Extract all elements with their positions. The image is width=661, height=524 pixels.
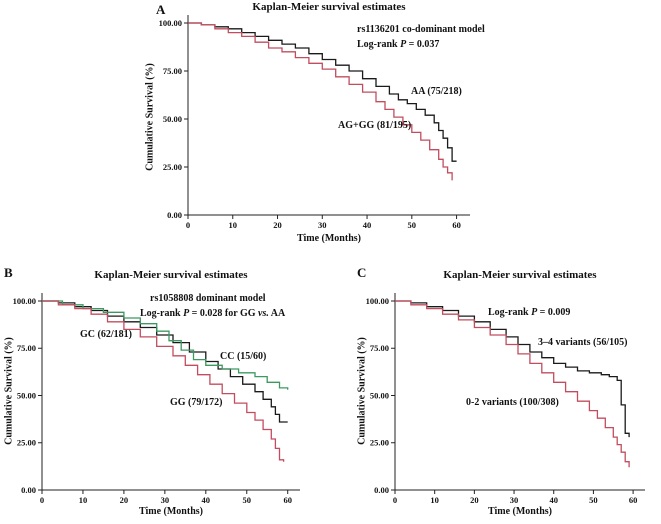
panel-b-letter: B [4, 265, 13, 280]
svg-text:30: 30 [318, 220, 327, 230]
svg-text:100.00: 100.00 [159, 18, 182, 28]
panel-a: A Kaplan-Meier survival estimates Cumula… [130, 0, 485, 252]
svg-text:60: 60 [452, 220, 461, 230]
svg-text:50: 50 [408, 220, 417, 230]
svg-text:30: 30 [161, 495, 170, 505]
panel-c-letter: C [357, 265, 367, 280]
logrank-segment: = 0.009 [537, 307, 571, 318]
svg-text:0.00: 0.00 [167, 210, 182, 220]
svg-text:40: 40 [202, 495, 211, 505]
svg-text:25.00: 25.00 [370, 438, 389, 448]
svg-text:60: 60 [629, 495, 638, 505]
svg-text:20: 20 [120, 495, 129, 505]
svg-text:25.00: 25.00 [17, 438, 36, 448]
svg-text:0: 0 [186, 220, 190, 230]
svg-text:50.00: 50.00 [17, 390, 36, 400]
panel-c-plot: 0.00 25.00 50.00 75.00 100.00 0 10 20 30 40 50 60 [366, 293, 645, 505]
panel-c-curve-label-0-2-variants: 0-2 variants (100/308) [466, 397, 559, 408]
svg-text:40: 40 [363, 220, 372, 230]
logrank-segment: = 0.037 [406, 39, 440, 50]
panel-b-plot: 0.00 25.00 50.00 75.00 100.00 0 10 20 30 40 50 60 [13, 293, 300, 505]
panel-b-curve-label-cc: CC (15/60) [220, 351, 267, 362]
panel-c-logrank-annotation: Log-rank P = 0.009 [488, 307, 570, 318]
panel-b-model-annotation: rs1058808 dominant model [150, 293, 266, 304]
svg-text:50.00: 50.00 [370, 390, 389, 400]
logrank-segment-italic: vs. [258, 308, 269, 319]
svg-text:75.00: 75.00 [17, 343, 36, 353]
panel-c-curve-label-3-4-variants: 3–4 variants (56/105) [538, 337, 628, 348]
svg-text:100.00: 100.00 [13, 296, 36, 306]
panel-a-model-annotation: rs1136201 co-dominant model [357, 24, 485, 35]
svg-text:10: 10 [430, 495, 439, 505]
svg-text:75.00: 75.00 [370, 343, 389, 353]
svg-text:20: 20 [470, 495, 479, 505]
svg-text:40: 40 [549, 495, 558, 505]
panel-a-curve-label-ag-gg: AG+GG (81/195) [338, 120, 412, 131]
svg-text:100.00: 100.00 [366, 296, 389, 306]
logrank-segment: Log-rank [488, 307, 532, 318]
panel-b-curve-label-gc: GC (62/181) [80, 329, 132, 340]
logrank-segment: AA [268, 308, 286, 319]
logrank-segment-italic: P [183, 308, 190, 319]
panel-b-x-axis-label: Time (Months) [139, 506, 203, 517]
panel-b: B Kaplan-Meier survival estimates Cumula… [0, 263, 335, 524]
svg-text:0: 0 [393, 495, 397, 505]
svg-text:25.00: 25.00 [163, 162, 182, 172]
panel-a-plot: 0.00 25.00 50.00 75.00 100.00 0 10 20 30 40 50 60 [159, 15, 470, 230]
panel-a-letter: A [156, 2, 166, 17]
svg-text:75.00: 75.00 [163, 66, 182, 76]
panel-c-title: Kaplan-Meier survival estimates [443, 269, 597, 281]
logrank-segment-italic: P [400, 39, 407, 50]
logrank-segment: Log-rank [140, 308, 184, 319]
panel-a-title: Kaplan-Meier survival estimates [252, 1, 406, 13]
panel-b-logrank-annotation: Log-rank P = 0.028 for GG vs. AA [140, 308, 285, 319]
panel-b-curve-label-gg: GG (79/172) [170, 397, 223, 408]
svg-text:20: 20 [273, 220, 282, 230]
panel-b-title: Kaplan-Meier survival estimates [94, 269, 248, 281]
panel-c: C Kaplan-Meier survival estimates Cumula… [352, 263, 661, 524]
svg-text:0: 0 [40, 495, 44, 505]
svg-text:10: 10 [79, 495, 88, 505]
panel-a-curve-label-aa: AA (75/218) [411, 86, 462, 97]
panel-a-logrank-annotation: Log-rank P = 0.037 [357, 39, 439, 50]
svg-text:0.00: 0.00 [21, 485, 36, 495]
logrank-segment: Log-rank [357, 39, 401, 50]
svg-text:60: 60 [283, 495, 292, 505]
panel-c-x-axis-label: Time (Months) [488, 506, 552, 517]
logrank-segment-italic: P [531, 307, 538, 318]
svg-text:30: 30 [510, 495, 519, 505]
panel-a-x-axis-label: Time (Months) [297, 233, 361, 244]
svg-text:50.00: 50.00 [163, 114, 182, 124]
svg-text:0.00: 0.00 [374, 485, 389, 495]
svg-text:10: 10 [229, 220, 238, 230]
logrank-segment: = 0.028 for GG [189, 308, 259, 319]
svg-text:50: 50 [243, 495, 252, 505]
svg-text:50: 50 [589, 495, 598, 505]
